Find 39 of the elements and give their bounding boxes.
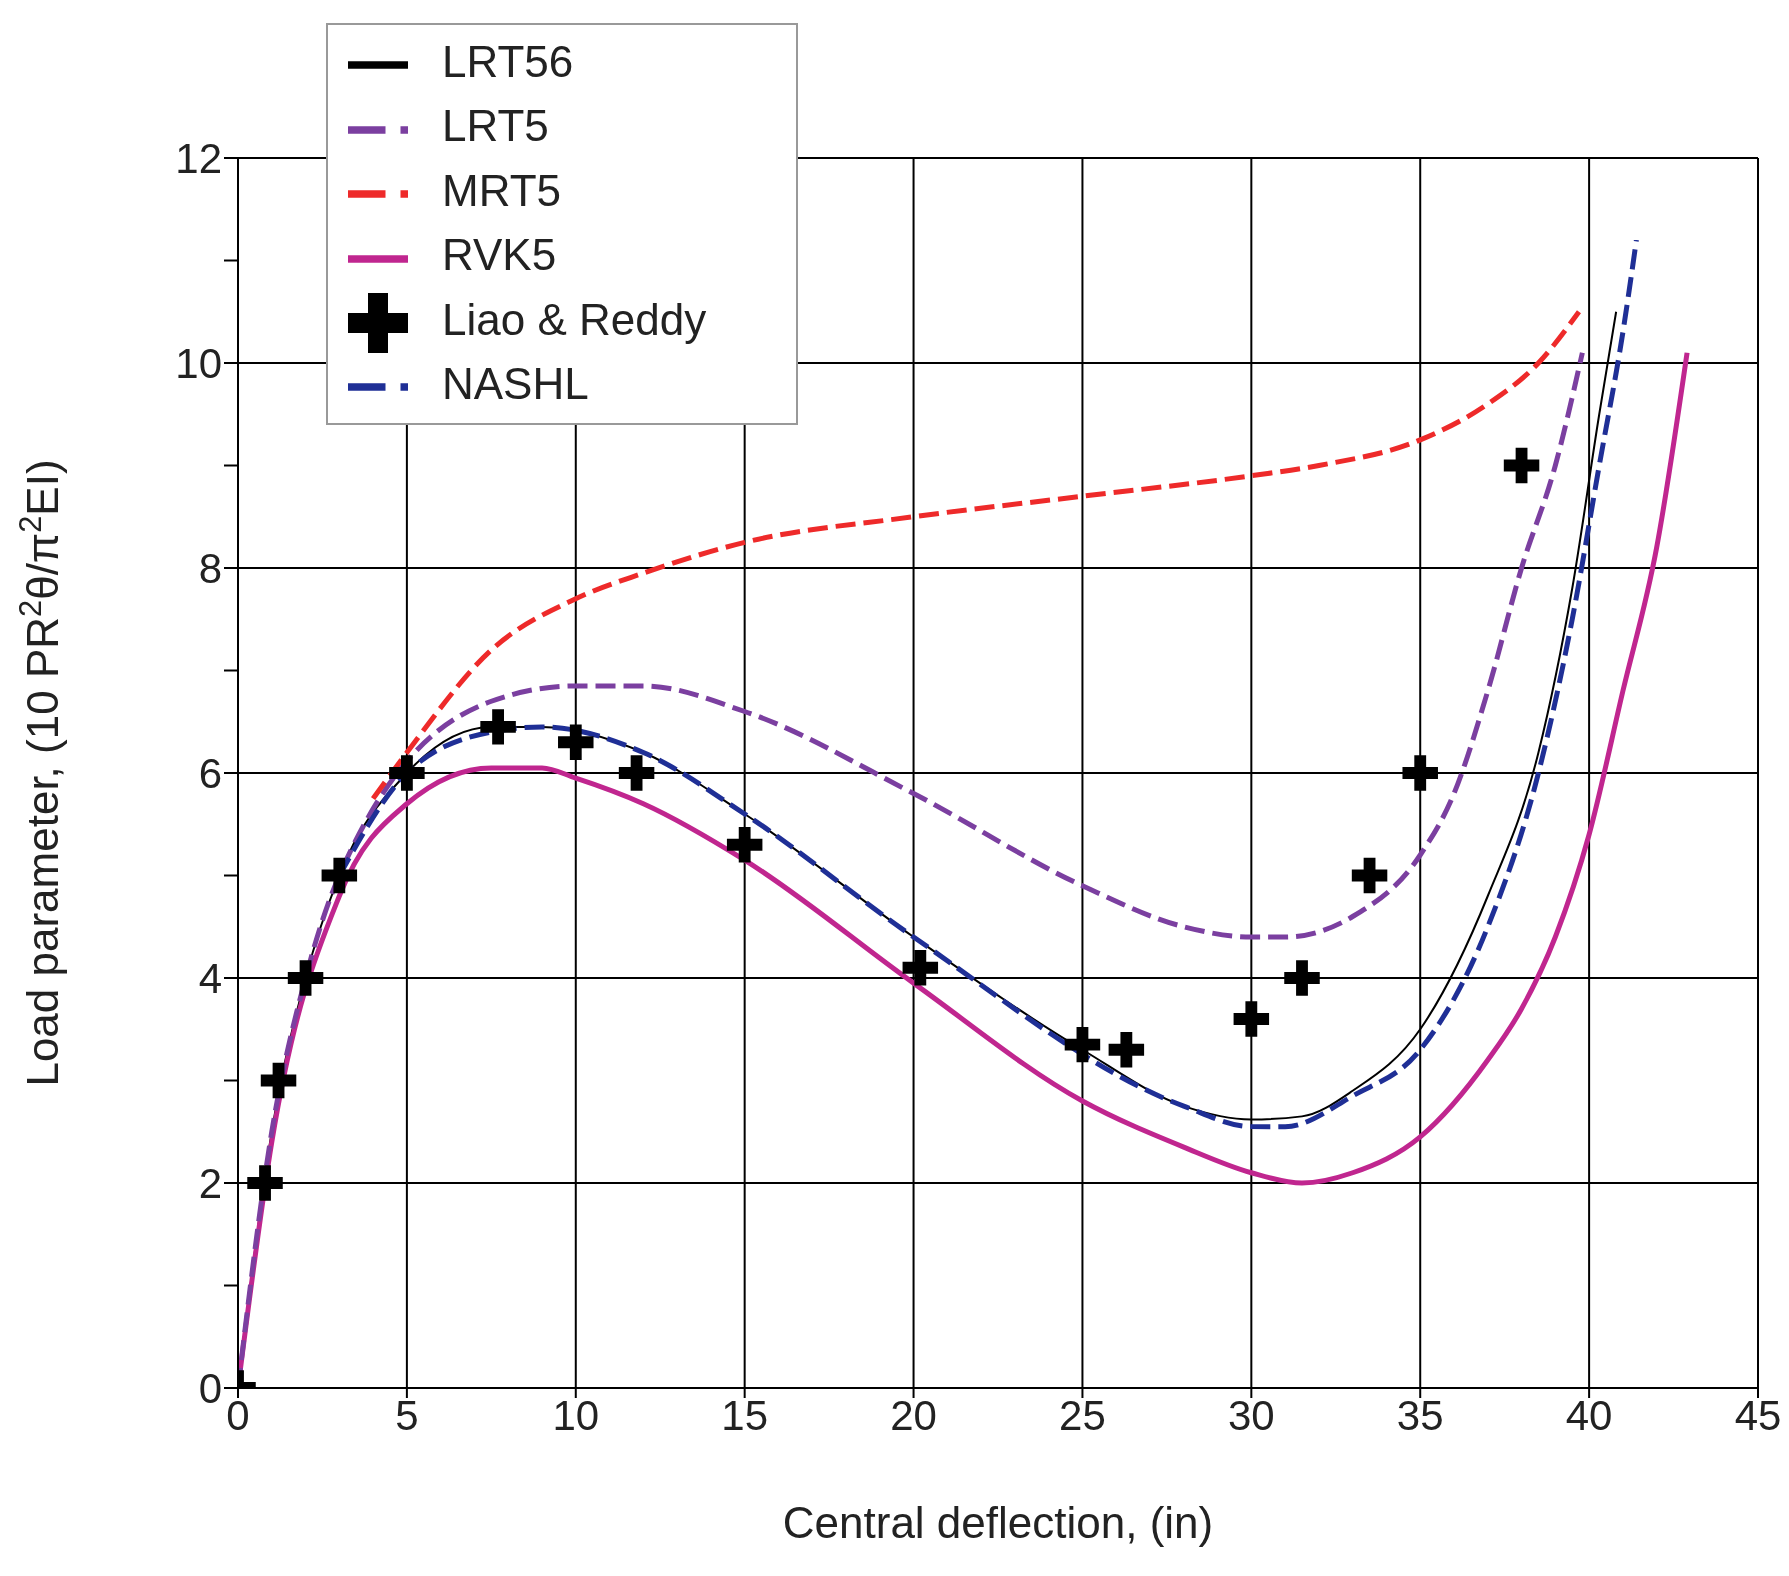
x-tick-label: 35 (1396, 1391, 1444, 1439)
point (1108, 1032, 1145, 1068)
point (1402, 755, 1438, 791)
y-tick-label: 8 (198, 544, 222, 592)
y-tick-label: 12 (175, 134, 222, 182)
x-tick-label: 45 (1734, 1391, 1782, 1439)
legend-label: RVK5 (442, 230, 557, 280)
point (260, 1062, 297, 1099)
legend-label: LRT56 (442, 37, 574, 86)
x-tick-label: 15 (721, 1391, 769, 1439)
legend-label: Liao & Reddy (442, 294, 707, 344)
x-tick-label: 10 (552, 1391, 600, 1439)
legend-label: NASHL (442, 358, 589, 408)
x-tick-label: 5 (395, 1391, 419, 1439)
x-tick-label: 40 (1565, 1391, 1613, 1439)
point (1233, 1001, 1270, 1037)
point (1351, 857, 1388, 894)
y-tick-label: 2 (198, 1159, 222, 1207)
point (726, 827, 763, 863)
point (247, 1165, 283, 1201)
x-tick-label: 20 (890, 1391, 937, 1439)
x-tick-label: 30 (1227, 1391, 1275, 1439)
point (321, 857, 358, 894)
point (558, 724, 594, 760)
point (1064, 1026, 1101, 1063)
y-tick-label: 4 (198, 954, 222, 1002)
point (1503, 447, 1540, 484)
legend-label: MRT5 (442, 165, 561, 215)
point (902, 950, 939, 986)
point (287, 960, 324, 996)
y-tick-label: 10 (175, 339, 222, 387)
x-tick-label: 25 (1059, 1391, 1106, 1439)
y-tick-label: 6 (198, 749, 222, 797)
legend-label: LRT5 (442, 101, 549, 151)
point (1284, 960, 1320, 996)
point (480, 709, 516, 745)
point (389, 755, 425, 791)
x-axis-title: Central deflection, (in) (782, 1498, 1214, 1547)
point (618, 755, 655, 791)
